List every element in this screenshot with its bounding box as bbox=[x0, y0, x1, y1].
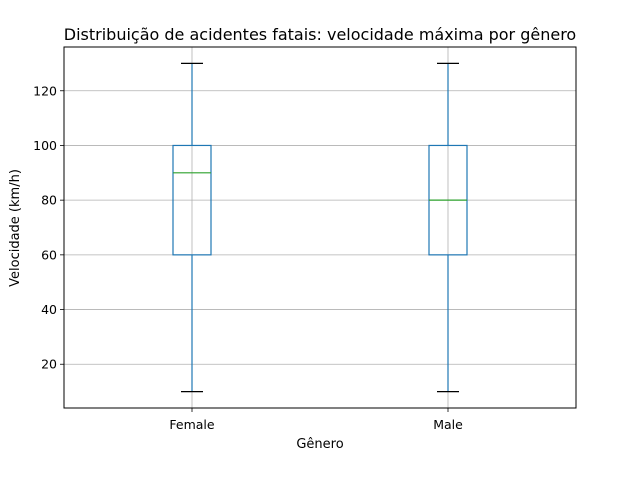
y-tick-label: 60 bbox=[41, 247, 57, 262]
ticks: 20 40 60 80 100 120 Female Male bbox=[33, 83, 463, 432]
x-tick-label: Male bbox=[433, 417, 463, 432]
chart-title: Distribuição de acidentes fatais: veloci… bbox=[64, 25, 576, 44]
y-tick-label: 120 bbox=[33, 83, 57, 98]
iqr-box bbox=[172, 144, 212, 256]
y-tick-label: 40 bbox=[41, 302, 57, 317]
box-male bbox=[428, 62, 468, 393]
plot-area-frame bbox=[63, 46, 577, 409]
grid bbox=[64, 47, 576, 408]
y-axis-label: Velocidade (km/h) bbox=[8, 169, 23, 287]
x-tick-label: Female bbox=[169, 417, 215, 432]
y-tick-label: 80 bbox=[41, 193, 57, 208]
box-female bbox=[172, 62, 212, 393]
y-tick-label: 100 bbox=[33, 138, 57, 153]
y-tick-label: 20 bbox=[41, 357, 57, 372]
x-axis-label: Gênero bbox=[296, 437, 343, 452]
boxes bbox=[172, 62, 468, 393]
